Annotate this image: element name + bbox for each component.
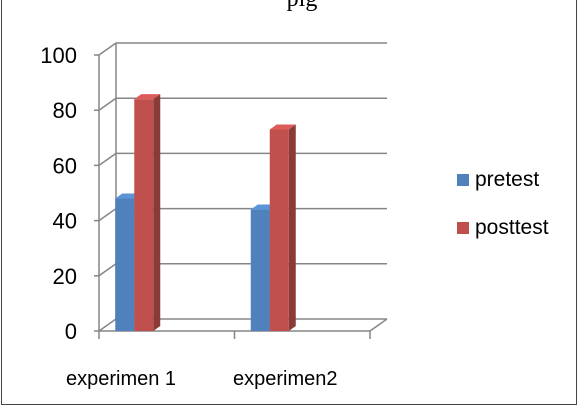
- bar-side-posttest: [153, 94, 161, 331]
- gridline-side: [98, 42, 117, 56]
- legend-label-pretest: pretest: [475, 168, 539, 191]
- y-tick-label: 20: [53, 264, 77, 289]
- bar-side-posttest: [288, 124, 296, 332]
- legend-swatch-pretest: [457, 174, 469, 186]
- gridline-side: [98, 207, 117, 222]
- bar-pretest: [250, 209, 270, 331]
- x-tick-label: experimen2: [233, 368, 338, 390]
- chart-title-fragment: pig: [152, 0, 452, 16]
- y-tick-label: 60: [53, 153, 77, 178]
- y-tick-label: 0: [65, 319, 77, 344]
- gridline-side: [98, 97, 117, 111]
- gridline-side: [98, 263, 117, 277]
- y-tick-label: 80: [53, 98, 77, 123]
- bar-top-posttest: [134, 94, 161, 100]
- bar-posttest: [134, 99, 154, 331]
- floor-right-edge: [369, 318, 388, 332]
- bar-posttest: [269, 129, 289, 331]
- y-tick-label: 100: [40, 43, 77, 68]
- x-tick-label: experimen 1: [66, 368, 176, 390]
- bar-top-posttest: [269, 124, 296, 130]
- legend-label-posttest: posttest: [475, 216, 549, 239]
- bar-pretest: [115, 198, 135, 331]
- gridline-side: [98, 318, 117, 332]
- legend-swatch-posttest: [457, 222, 469, 234]
- gridline-side: [98, 152, 117, 167]
- y-tick-label: 40: [53, 209, 77, 234]
